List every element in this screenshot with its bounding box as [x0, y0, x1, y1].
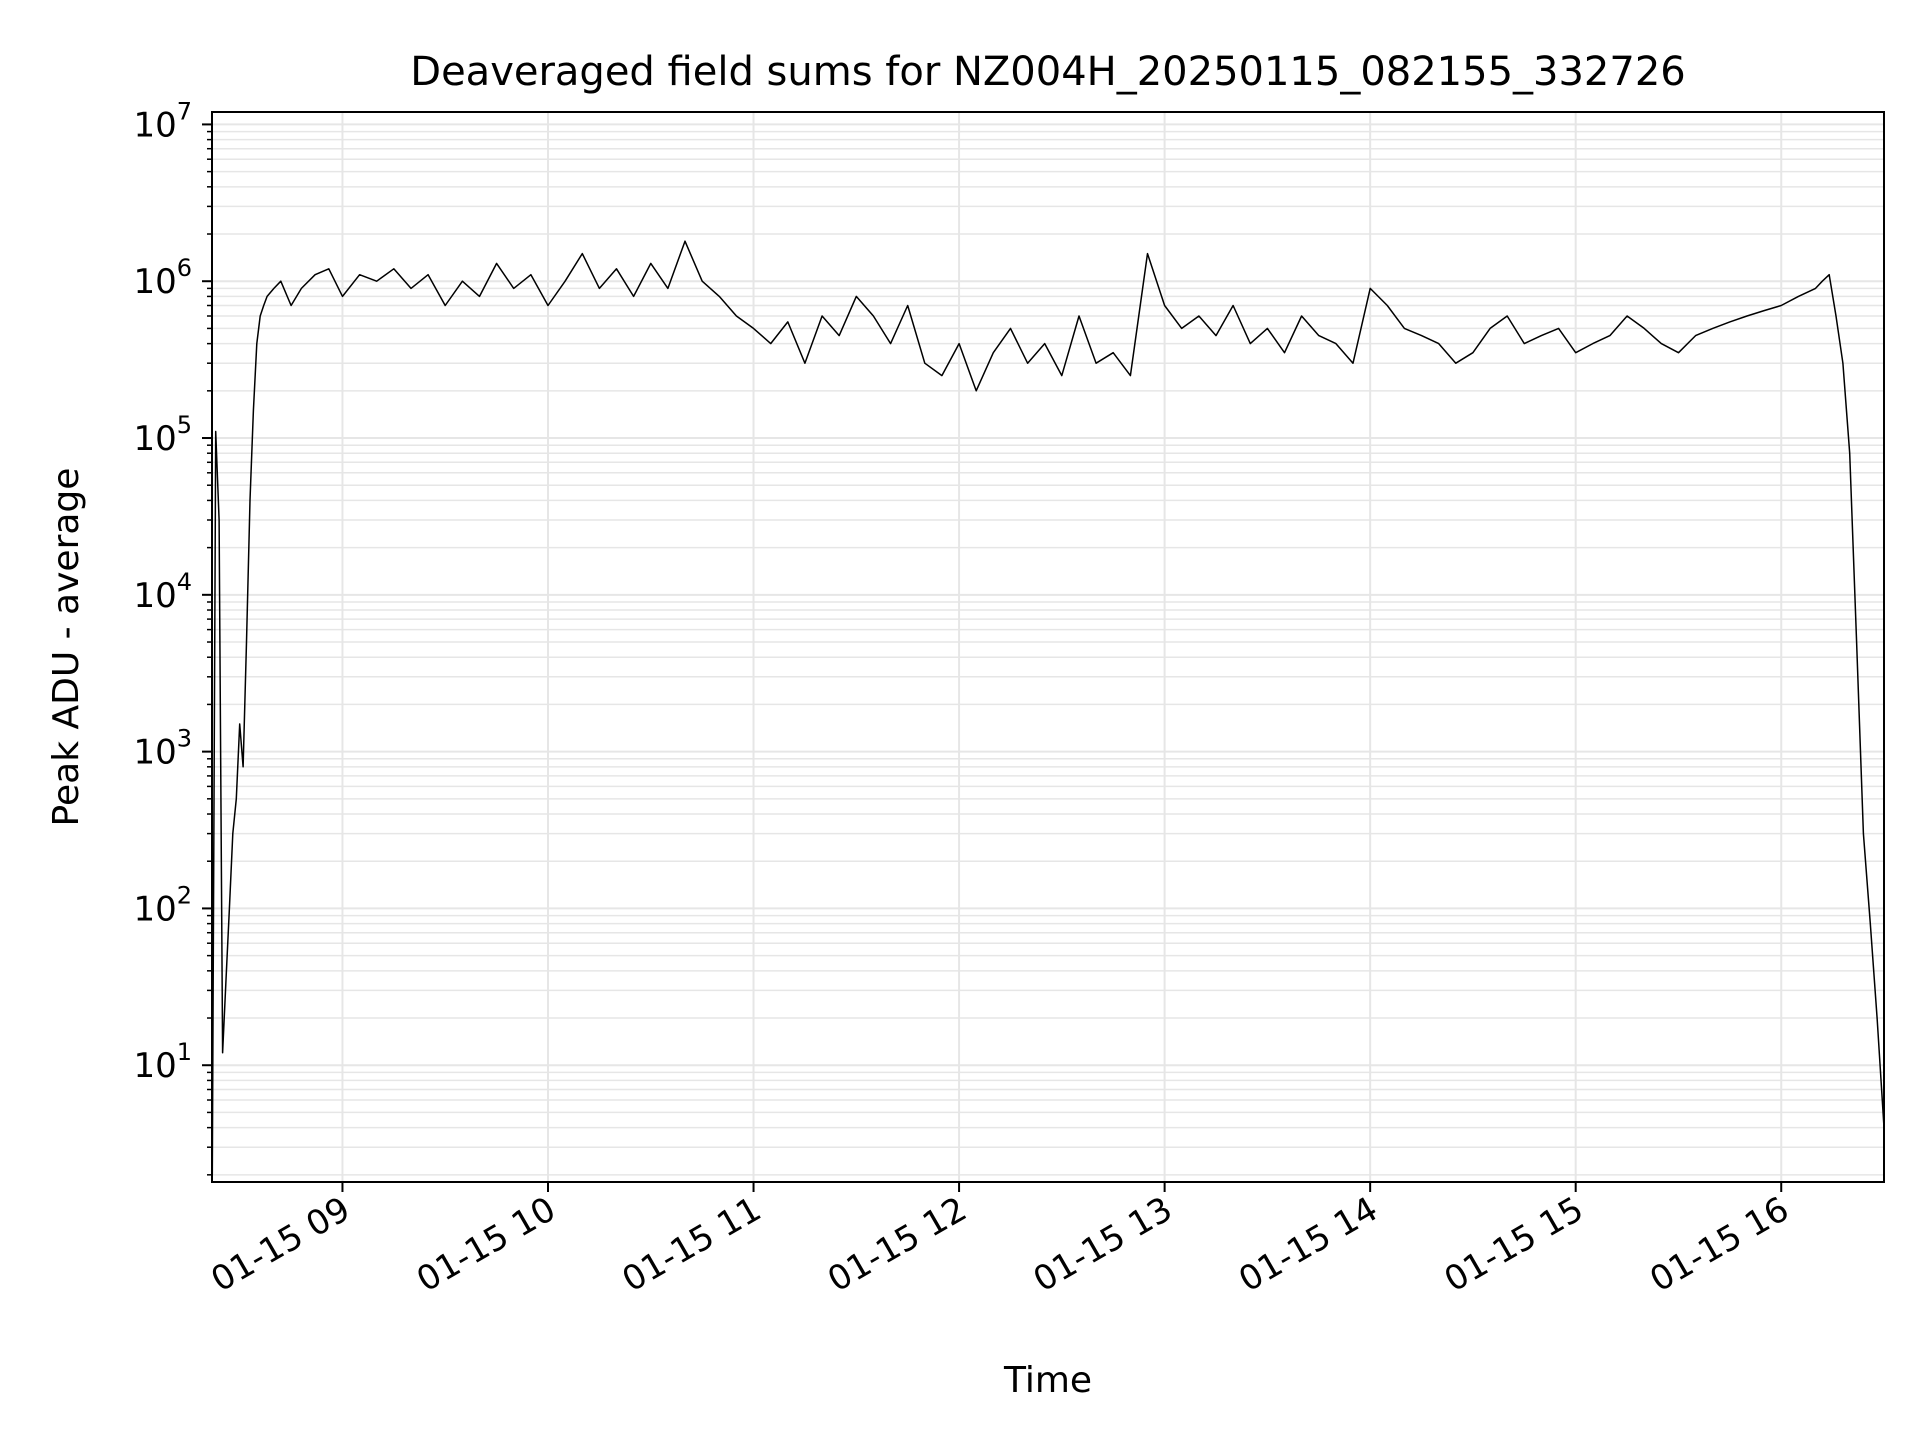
- y-tick-label: 104: [133, 568, 192, 616]
- y-axis-label: Peak ADU - average: [46, 468, 87, 827]
- y-tick-label: 102: [133, 881, 192, 929]
- y-tick-label: 106: [133, 254, 192, 302]
- series-layer: [211, 240, 1885, 1175]
- y-tick-label: 107: [133, 97, 192, 145]
- y-tick-label: 105: [133, 411, 192, 459]
- x-axis-label: Time: [1003, 1360, 1092, 1401]
- series-line: [211, 240, 1885, 1175]
- plot-frame: [211, 111, 1885, 1183]
- y-tick-label: 101: [133, 1038, 192, 1086]
- chart-title: Deaveraged field sums for NZ004H_2025011…: [410, 49, 1685, 95]
- y-tick-label: 103: [133, 725, 192, 773]
- grid: [212, 112, 1884, 1182]
